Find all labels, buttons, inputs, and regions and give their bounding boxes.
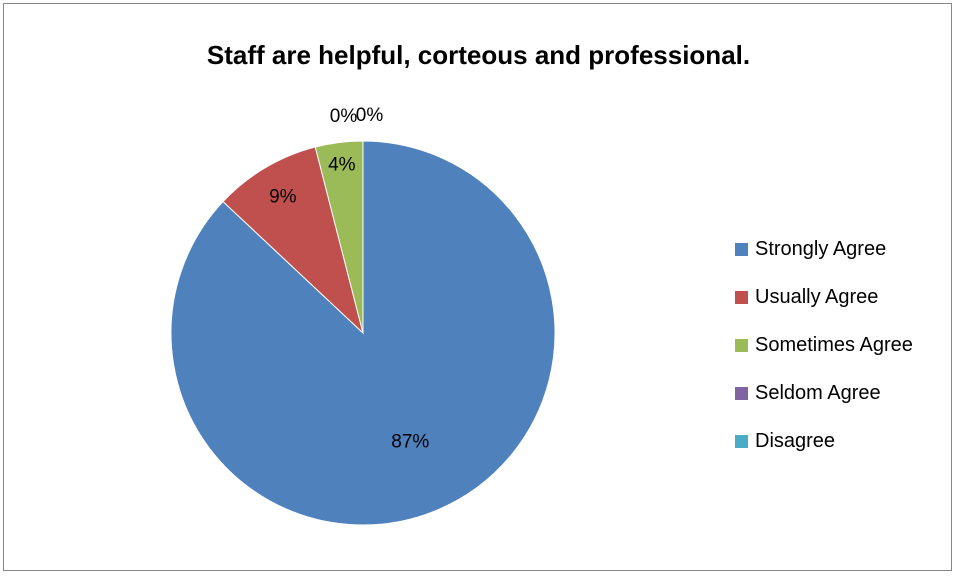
chart-title: Staff are helpful, corteous and professi… (206, 40, 751, 70)
legend-item-seldom-agree: Seldom Agree (735, 369, 913, 417)
legend-swatch (735, 242, 748, 256)
pie-slices (170, 140, 556, 526)
legend-swatch (735, 338, 748, 352)
legend-label: Strongly Agree (755, 237, 887, 260)
legend-swatch (735, 290, 748, 304)
data-label-seldom-agree: 0% (330, 106, 358, 127)
data-label-strongly-agree: 87% (391, 431, 429, 452)
legend-item-sometimes-agree: Sometimes Agree (735, 321, 913, 369)
legend-label: Usually Agree (755, 285, 879, 308)
data-label-disagree: 0% (356, 105, 384, 126)
legend-label: Disagree (755, 429, 836, 452)
pie-slice-sometimes-agree (314, 140, 364, 334)
legend-swatch (735, 386, 748, 400)
legend-label: Seldom Agree (755, 381, 881, 404)
data-label-sometimes-agree: 4% (328, 154, 356, 175)
legend-item-strongly-agree: Strongly Agree (735, 225, 913, 273)
legend: Strongly Agree Usually Agree Sometimes A… (735, 225, 913, 465)
chart-area: Staff are helpful, corteous and professi… (3, 3, 952, 571)
pie-data-labels: 87% 9% 4% 0%0% (269, 105, 429, 452)
legend-item-disagree: Disagree (735, 417, 913, 465)
pie-slice-usually-agree (222, 146, 364, 335)
pie-chart: 87% 9% 4% 0%0% (170, 105, 556, 526)
data-label-usually-agree: 9% (269, 187, 297, 208)
legend-swatch (735, 434, 748, 448)
legend-item-usually-agree: Usually Agree (735, 273, 913, 321)
legend-label: Sometimes Agree (755, 333, 913, 356)
